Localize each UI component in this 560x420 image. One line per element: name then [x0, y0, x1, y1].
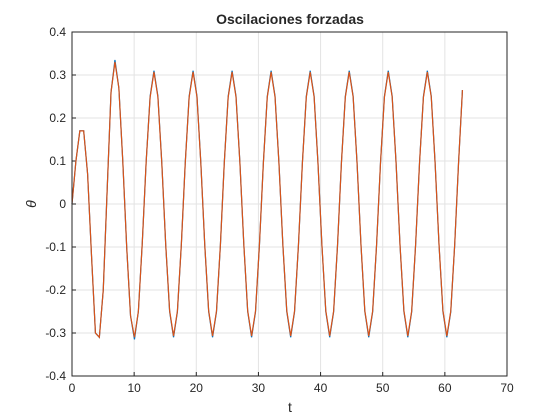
x-tick-label: 70: [500, 381, 514, 395]
x-tick-label: 50: [376, 381, 390, 395]
y-tick-label: -0.2: [45, 283, 66, 297]
plot-frame: [71, 31, 508, 377]
y-axis-label: θ: [23, 200, 39, 208]
y-tick-label: 0.3: [49, 68, 66, 82]
x-tick-label: 60: [438, 381, 452, 395]
y-tick-label: 0.4: [49, 25, 66, 39]
x-tick-label: 0: [69, 381, 76, 395]
y-tick-label: -0.4: [45, 369, 66, 383]
x-tick-label: 20: [190, 381, 204, 395]
x-tick-label: 40: [314, 381, 328, 395]
y-tick-label: -0.1: [45, 240, 66, 254]
y-tick-label: -0.3: [45, 326, 66, 340]
x-tick-label: 30: [252, 381, 266, 395]
y-tick-label: 0.2: [49, 111, 66, 125]
x-axis-label: t: [288, 399, 292, 415]
chart-title: Oscilaciones forzadas: [216, 11, 364, 27]
y-tick-label: 0: [59, 197, 66, 211]
x-tick-label: 10: [127, 381, 141, 395]
data-line: [71, 62, 464, 339]
y-tick-label: 0.1: [49, 154, 66, 168]
